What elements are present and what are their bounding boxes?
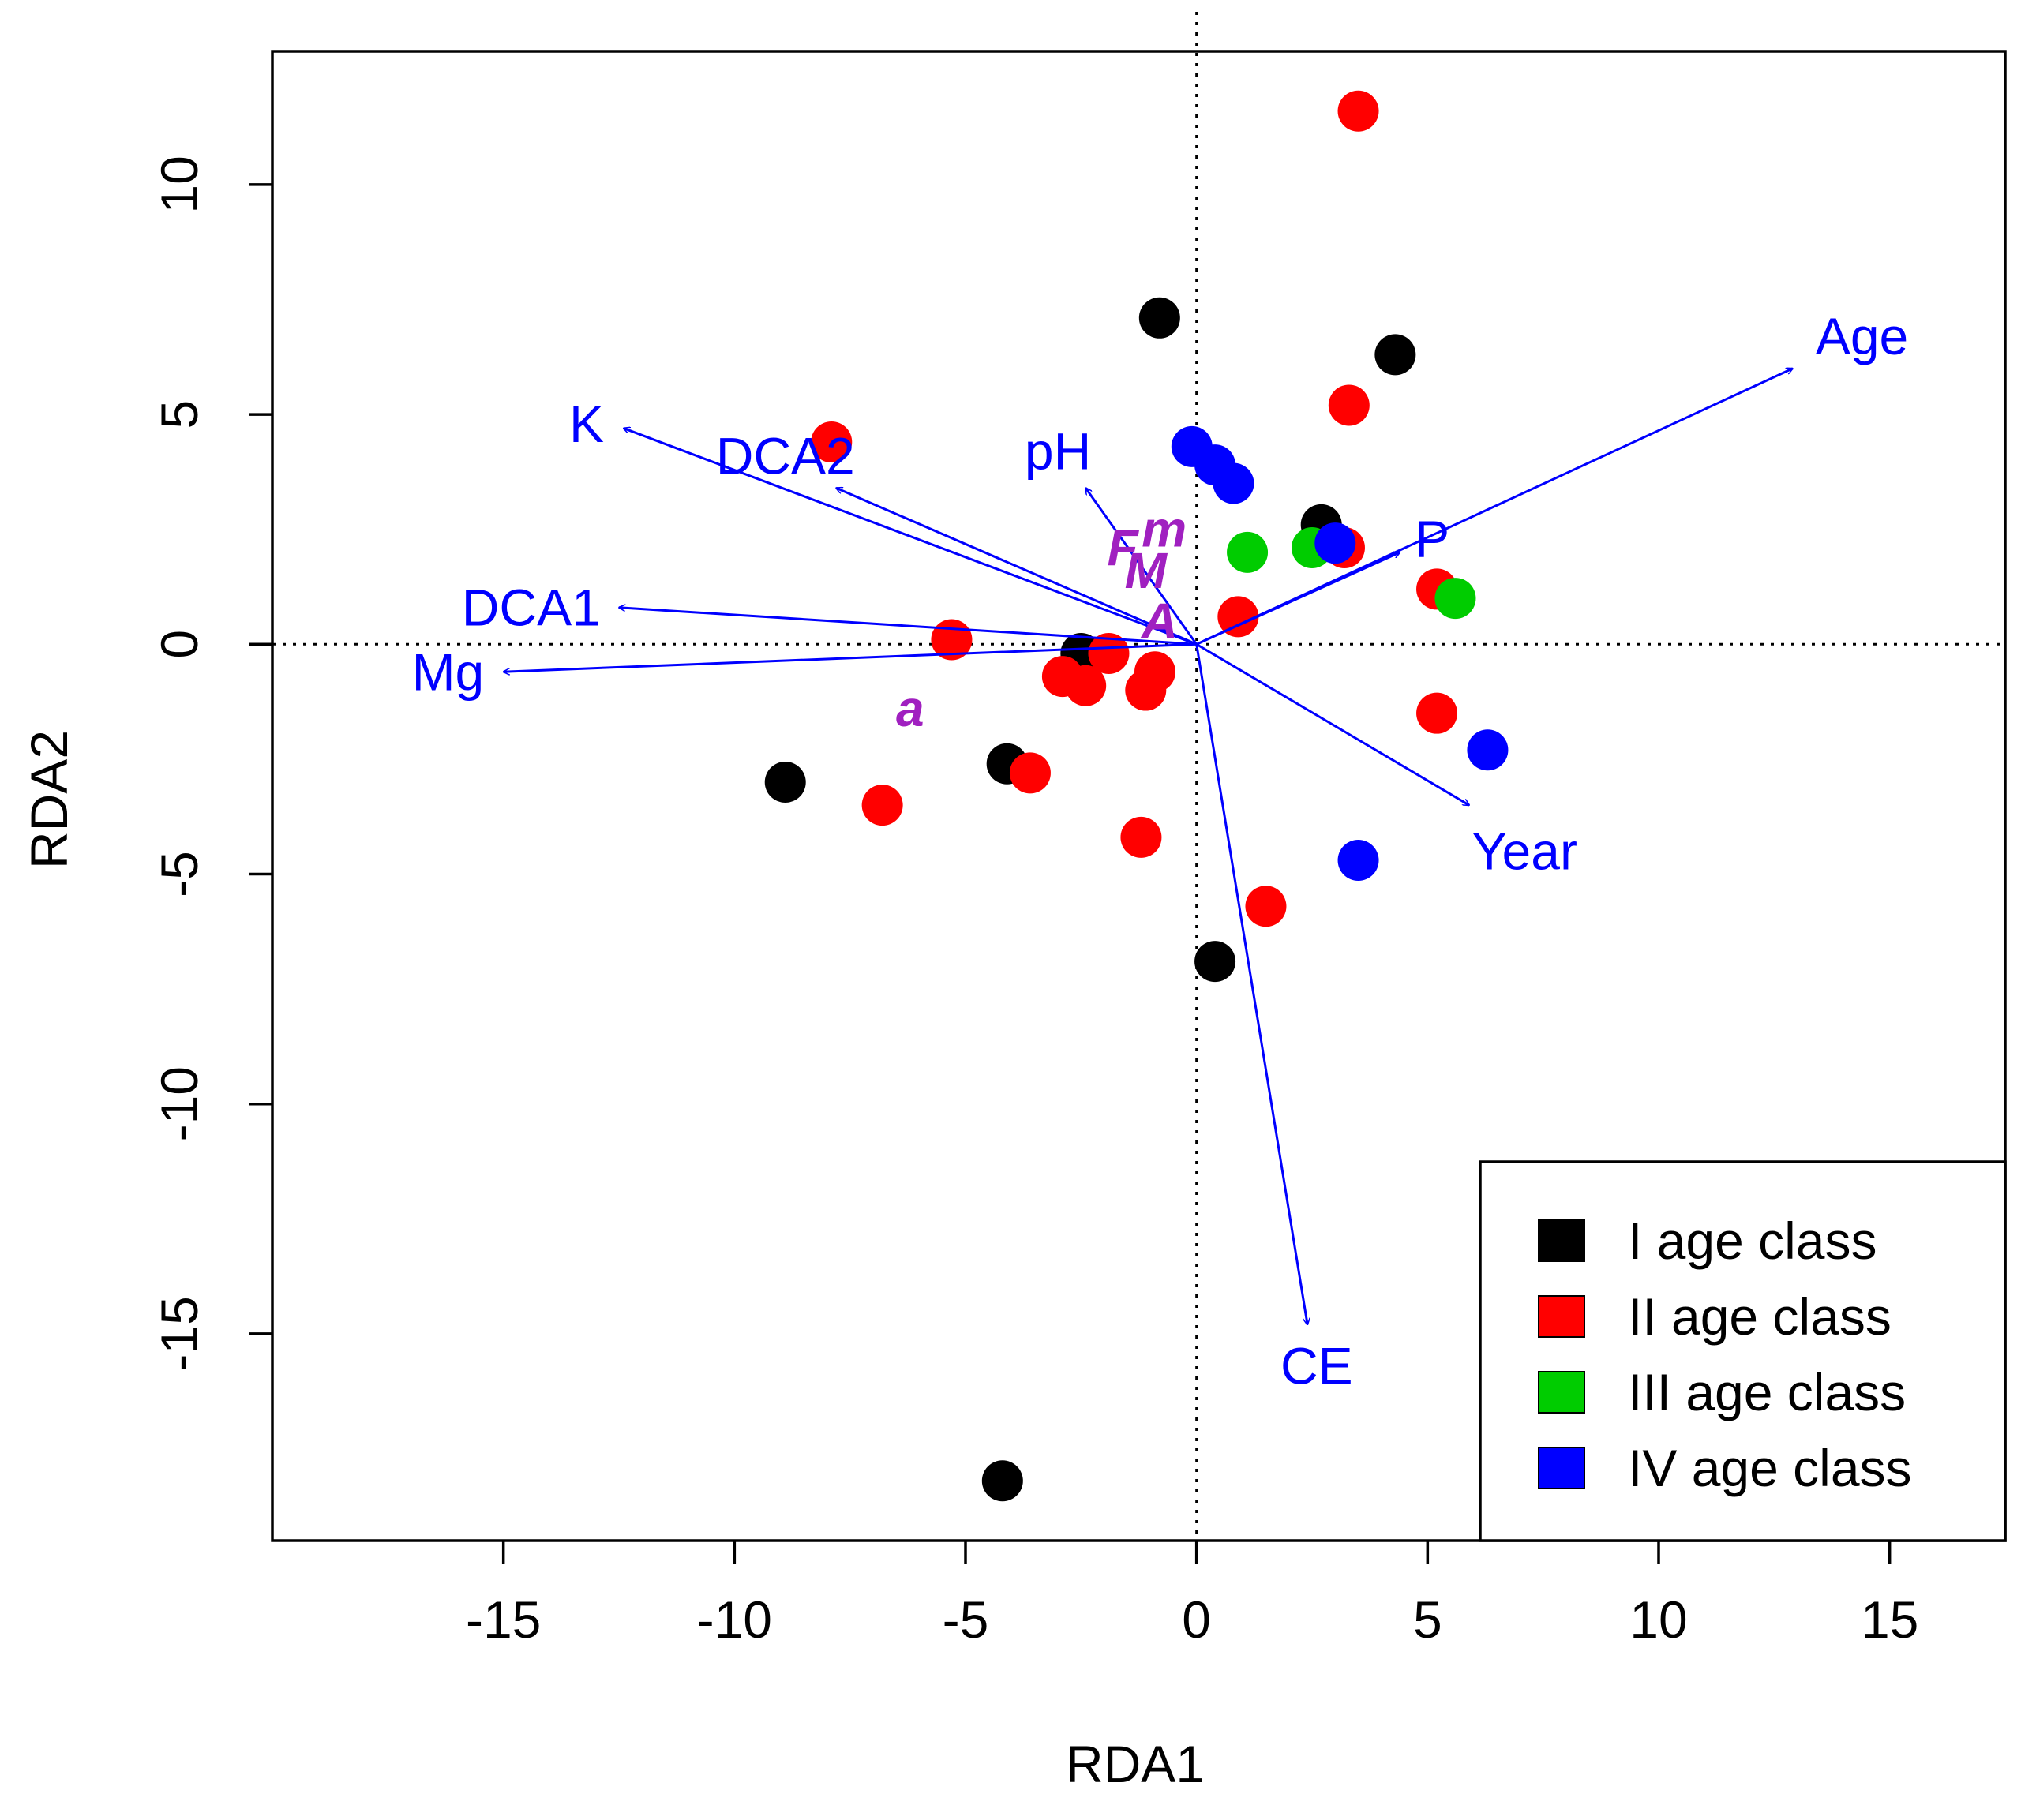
point-ii-age-class (1245, 886, 1287, 927)
legend-label-ii-age-class: II age class (1628, 1287, 1892, 1346)
vector-ce-label: CE (1280, 1337, 1353, 1395)
point-ii-age-class (1416, 692, 1458, 734)
legend-swatch-i-age-class (1538, 1219, 1585, 1262)
x-tick-label: 10 (1629, 1590, 1687, 1649)
legend-label-iii-age-class: III age class (1628, 1363, 1906, 1421)
centroid-label-upper-m-2: M (1125, 542, 1168, 599)
point-ii-age-class (1065, 665, 1107, 706)
point-ii-age-class (1217, 596, 1259, 638)
vector-year-label: Year (1472, 822, 1577, 880)
vector-ph-arrow (1085, 488, 1198, 646)
legend-swatch-iii-age-class (1538, 1371, 1585, 1414)
point-ii-age-class (1125, 669, 1167, 711)
legend-label-i-age-class: I age class (1628, 1211, 1877, 1270)
point-ii-age-class (1328, 384, 1370, 426)
y-tick-label: -15 (150, 1296, 208, 1371)
x-tick-label: 5 (1413, 1590, 1442, 1649)
y-tick-label: 5 (150, 400, 208, 429)
vector-k-arrow (624, 429, 1198, 646)
vector-dca1-arrow (619, 608, 1197, 646)
vector-dca2-arrow (836, 488, 1198, 646)
plot-frame (271, 50, 2007, 1542)
point-ii-age-class (1337, 90, 1379, 132)
x-tick-label: -15 (466, 1590, 541, 1649)
point-ii-age-class (1009, 752, 1051, 794)
legend-swatch-ii-age-class (1538, 1295, 1585, 1338)
point-iv-age-class (1213, 462, 1254, 504)
vector-ph-label: pH (1025, 422, 1091, 481)
point-ii-age-class (811, 421, 853, 463)
y-tick-label: -5 (150, 851, 208, 897)
point-i-age-class (1194, 941, 1236, 983)
point-iv-age-class (1314, 522, 1356, 564)
y-tick-label: 10 (150, 155, 208, 213)
point-iii-age-class (1434, 578, 1476, 620)
legend-swatch-iv-age-class (1538, 1447, 1585, 1489)
point-iii-age-class (1227, 531, 1269, 573)
x-tick-label: 15 (1861, 1590, 1918, 1649)
vector-year-arrow (1195, 643, 1469, 807)
point-i-age-class (764, 762, 806, 803)
point-ii-age-class (861, 785, 903, 826)
vector-p-label: P (1415, 509, 1449, 567)
vector-dca1-label: DCA1 (462, 579, 601, 637)
point-i-age-class (1138, 297, 1180, 339)
y-axis-label: RDA2 (20, 730, 78, 869)
centroid-label-lower-a-4: a (896, 680, 924, 737)
point-ii-age-class (1088, 632, 1130, 674)
vector-ce-arrow (1195, 644, 1307, 1324)
vector-dca2-label: DCA2 (716, 427, 855, 485)
centroid-label-upper-a-3: A (1140, 593, 1178, 650)
vector-mg-label: Mg (412, 642, 485, 701)
x-tick-label: -5 (943, 1590, 989, 1649)
y-tick-label: 0 (150, 630, 208, 659)
x-tick-label: -10 (697, 1590, 772, 1649)
x-axis-label: RDA1 (1066, 1735, 1205, 1793)
vector-p-arrow (1196, 552, 1400, 646)
centroid-label-upper-f-0: F (1107, 519, 1139, 576)
point-iv-age-class (1337, 840, 1379, 882)
point-i-age-class (981, 1460, 1023, 1502)
vector-age-label: Age (1816, 307, 1908, 365)
x-tick-label: 0 (1182, 1590, 1211, 1649)
point-ii-age-class (1120, 816, 1162, 858)
point-i-age-class (1374, 334, 1416, 376)
legend-label-iv-age-class: IV age class (1628, 1439, 1912, 1497)
vector-mg-arrow (504, 642, 1197, 672)
point-iv-age-class (1467, 729, 1509, 771)
centroid-label-lower-m-1: m (1142, 501, 1187, 558)
y-tick-label: -10 (150, 1066, 208, 1141)
vector-k-label: K (569, 395, 604, 453)
